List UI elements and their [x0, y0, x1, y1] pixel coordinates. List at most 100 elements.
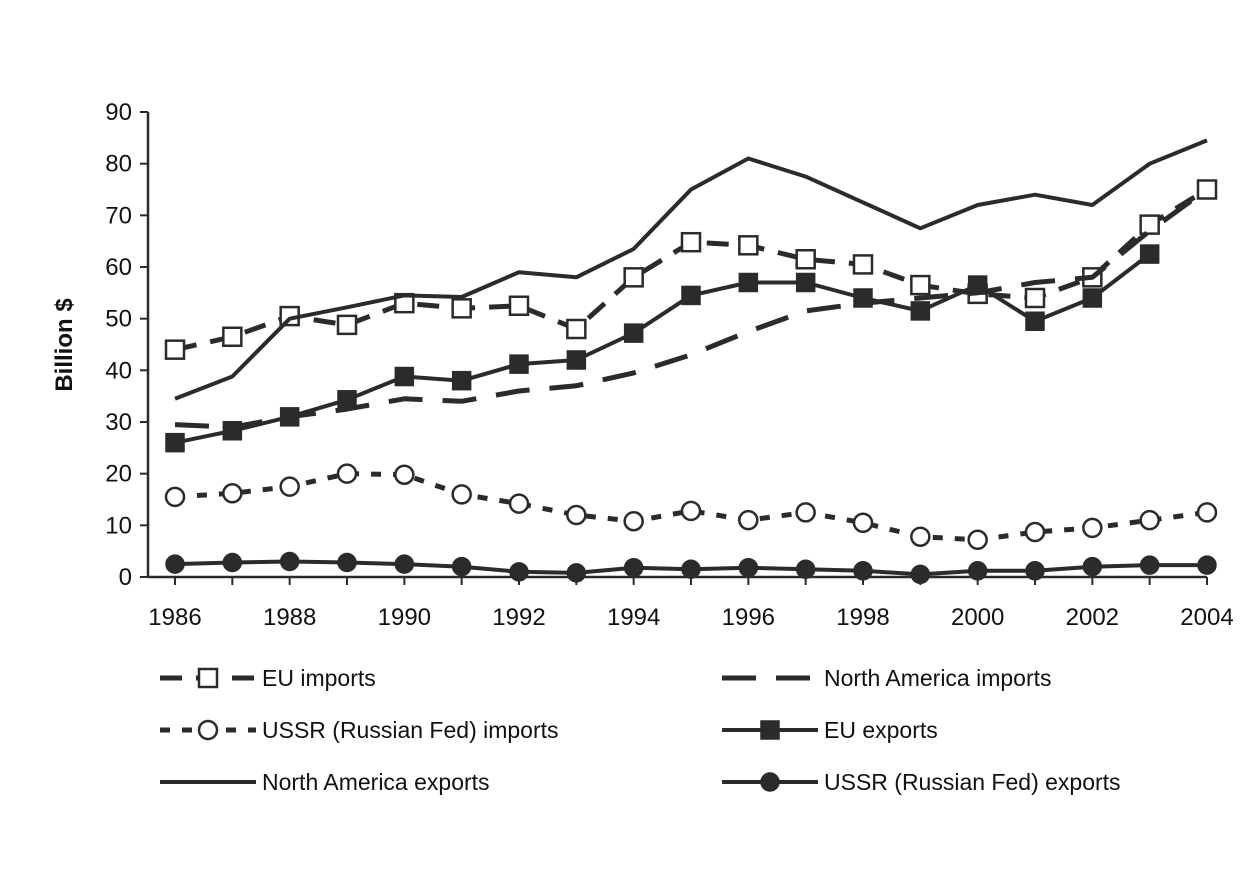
legend-label: North America exports — [262, 769, 490, 795]
data-point — [680, 231, 702, 253]
legend-label: USSR (Russian Fed) exports — [824, 769, 1121, 795]
data-point — [967, 275, 988, 295]
x-tick-label: 2002 — [1066, 604, 1119, 631]
data-point — [222, 421, 243, 441]
data-point — [451, 298, 472, 319]
data-point — [738, 272, 759, 293]
data-point — [279, 551, 300, 572]
data-point — [681, 559, 701, 579]
data-point — [566, 563, 587, 583]
data-point — [795, 249, 816, 270]
data-point — [509, 354, 529, 374]
data-point — [1197, 555, 1217, 575]
data-point — [222, 552, 243, 573]
series-line — [174, 187, 1209, 353]
series-4 — [174, 138, 1208, 401]
data-point — [738, 235, 759, 256]
legend-item: USSR (Russian Fed) exports — [722, 769, 1121, 795]
data-point — [222, 483, 243, 504]
series-2 — [164, 463, 1218, 551]
data-point — [1025, 311, 1045, 331]
x-tick-label: 1988 — [263, 604, 316, 631]
x-tick-label: 1990 — [378, 604, 431, 631]
data-point — [279, 407, 300, 427]
legend-label: EU exports — [824, 717, 938, 743]
data-point — [337, 390, 357, 410]
data-point — [623, 557, 644, 578]
data-point — [566, 318, 587, 340]
data-point — [910, 301, 931, 321]
y-tick-label: 50 — [105, 306, 132, 333]
data-point — [1082, 517, 1103, 539]
data-point — [1082, 288, 1103, 308]
legend-item: EU imports — [160, 665, 376, 691]
x-tick-label: 1992 — [492, 604, 545, 631]
data-point — [623, 510, 644, 532]
data-point — [623, 267, 644, 288]
legend-label: EU imports — [262, 665, 376, 691]
data-point — [509, 562, 529, 582]
data-point — [1139, 244, 1160, 264]
legend-marker — [760, 720, 780, 740]
data-point — [1196, 179, 1218, 200]
data-point — [967, 529, 988, 551]
data-point — [508, 295, 530, 316]
data-point — [279, 476, 300, 497]
data-point — [164, 486, 186, 508]
series-layer — [164, 138, 1218, 585]
axes: 0 10 20 30 40 50 60 70 80 90 1986 1988 1990 1992 1994 1… — [105, 99, 1233, 631]
x-tick-label: 1998 — [836, 604, 889, 631]
series-0 — [164, 179, 1218, 360]
data-point — [566, 504, 587, 526]
series-1 — [174, 187, 1209, 430]
y-tick-label: 30 — [105, 409, 132, 436]
data-point — [451, 370, 472, 391]
data-point — [967, 561, 988, 581]
legend-marker — [197, 719, 219, 741]
data-point — [336, 314, 358, 336]
data-point — [853, 561, 873, 581]
legend-label: USSR (Russian Fed) imports — [262, 717, 559, 743]
legend-item: USSR (Russian Fed) imports — [160, 717, 559, 743]
data-point — [681, 285, 701, 306]
data-point — [795, 559, 816, 579]
data-point — [623, 323, 644, 343]
data-point — [337, 552, 357, 573]
data-point — [738, 557, 759, 578]
data-point — [738, 509, 759, 531]
data-point — [451, 556, 472, 577]
y-tick-label: 20 — [105, 461, 132, 488]
legend-item: North America imports — [722, 665, 1052, 691]
y-tick-label: 90 — [105, 99, 132, 126]
y-axis-label: Billion $ — [51, 298, 78, 392]
data-point — [680, 500, 702, 522]
data-point — [1024, 521, 1046, 543]
data-point — [910, 526, 931, 547]
data-point — [164, 339, 186, 360]
x-tick-label: 2004 — [1180, 604, 1233, 631]
data-point — [508, 493, 530, 514]
data-point — [1139, 555, 1160, 575]
data-point — [394, 464, 415, 485]
data-point — [1196, 502, 1218, 523]
y-tick-label: 10 — [105, 512, 132, 539]
data-point — [910, 274, 931, 296]
data-point — [165, 554, 185, 574]
data-point — [853, 288, 873, 308]
data-point — [1139, 509, 1160, 531]
data-point — [222, 326, 243, 347]
data-point — [852, 254, 874, 275]
data-point — [1139, 214, 1160, 235]
y-tick-label: 80 — [105, 151, 132, 178]
legend-item: EU exports — [722, 717, 938, 743]
legend-marker — [197, 667, 219, 689]
data-point — [1082, 556, 1103, 577]
data-point — [795, 502, 816, 523]
y-tick-label: 40 — [105, 357, 132, 384]
series-3 — [165, 244, 1160, 453]
data-point — [394, 554, 415, 574]
x-tick-label: 1994 — [607, 604, 660, 631]
data-point — [795, 272, 816, 293]
series-5 — [165, 551, 1217, 585]
